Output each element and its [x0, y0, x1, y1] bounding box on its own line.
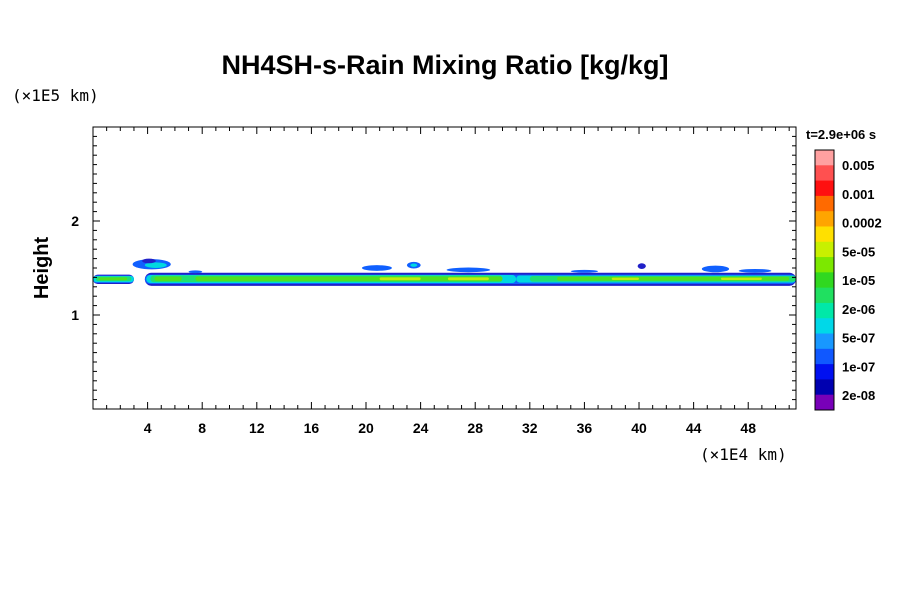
y-unit-label: (×1E5 km) [12, 86, 99, 105]
contour-band-green-1 [154, 276, 182, 282]
colorbar: 0.005 0.001 0.0002 5e-05 1e-05 2e-06 5e-07 1e-0… [814, 149, 882, 411]
colorbar-swatch-2 [815, 180, 834, 197]
chart-title: NH4SH-s-Rain Mixing Ratio [kg/kg] [221, 50, 668, 80]
colorbar-swatch-10 [815, 302, 834, 319]
contour-blob-10 [188, 270, 203, 274]
x-tick-label-32: 32 [522, 420, 538, 436]
x-tick-label-4: 4 [144, 420, 152, 436]
plot-area [93, 258, 797, 286]
contour-band-green-2 [195, 276, 503, 282]
contour-blob-1 [144, 262, 167, 268]
y-tick-label-2: 2 [71, 213, 79, 229]
plot-border [92, 126, 797, 410]
contour-blob-9 [738, 268, 772, 273]
colorbar-swatch-4 [815, 211, 834, 227]
x-unit-label: (×1E4 km) [700, 445, 787, 464]
colorbar-swatch-0 [815, 150, 834, 166]
colorbar-swatch-12 [815, 333, 834, 350]
colorbar-swatch-1 [815, 165, 834, 182]
colorbar-label-8: 2e-08 [842, 388, 875, 403]
plot-frame [92, 126, 797, 410]
colorbar-swatch-5 [815, 226, 834, 243]
contour-blob-6 [446, 267, 491, 273]
contour-blob-8 [701, 265, 730, 273]
x-axis: 4 8 12 16 20 24 28 32 36 40 44 48 [106, 127, 790, 436]
contour-band-green-0 [98, 277, 128, 281]
colorbar-label-4: 1e-05 [842, 273, 875, 288]
colorbar-swatch-13 [815, 348, 834, 365]
contour-blob-3 [361, 265, 392, 271]
colorbar-swatch-14 [815, 364, 834, 380]
colorbar-border [814, 149, 835, 411]
y-axis-label: Height [31, 237, 53, 300]
colorbar-label-7: 1e-07 [842, 359, 875, 374]
colorbar-label-1: 0.001 [842, 187, 875, 202]
colorbar-swatch-7 [815, 257, 834, 273]
x-tick-label-28: 28 [467, 420, 483, 436]
x-tick-label-16: 16 [304, 420, 320, 436]
colorbar-swatch-11 [815, 318, 834, 335]
contour-blob-11 [570, 269, 599, 273]
colorbar-swatch-3 [815, 195, 834, 212]
contour-blob-5 [410, 263, 418, 267]
x-tick-label-36: 36 [577, 420, 593, 436]
colorbar-swatch-9 [815, 287, 834, 304]
contour-band-yellow-green-1 [447, 277, 489, 281]
contour-blob-7 [637, 263, 646, 269]
x-tick-label-44: 44 [686, 420, 702, 436]
x-tick-label-8: 8 [198, 420, 206, 436]
x-tick-label-12: 12 [249, 420, 265, 436]
contour-band-yellow-green-0 [379, 277, 421, 281]
colorbar-label-5: 2e-06 [842, 302, 875, 317]
colorbar-label-6: 5e-07 [842, 331, 875, 346]
colorbar-swatch-6 [815, 241, 834, 258]
colorbar-label-2: 0.0002 [842, 216, 882, 231]
x-tick-label-24: 24 [413, 420, 429, 436]
x-tick-label-20: 20 [358, 420, 374, 436]
contour-blob-2 [142, 258, 156, 264]
x-tick-label-40: 40 [631, 420, 647, 436]
colorbar-swatch-15 [815, 379, 834, 396]
colorbar-label-3: 5e-05 [842, 244, 875, 259]
time-label: t=2.9e+06 s [806, 127, 876, 142]
y-axis: 12 [71, 135, 796, 401]
colorbar-swatch-16 [815, 394, 834, 411]
contour-band-yellow-green-3 [720, 277, 762, 281]
x-tick-label-48: 48 [740, 420, 756, 436]
y-tick-label-1: 1 [71, 307, 79, 323]
colorbar-label-0: 0.005 [842, 158, 875, 173]
contour-band-yellow-green-2 [611, 277, 640, 281]
colorbar-swatch-8 [815, 272, 834, 289]
